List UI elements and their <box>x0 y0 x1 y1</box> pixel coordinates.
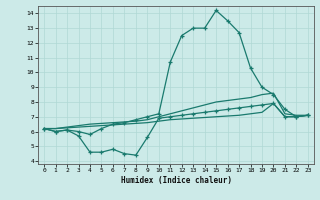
X-axis label: Humidex (Indice chaleur): Humidex (Indice chaleur) <box>121 176 231 185</box>
